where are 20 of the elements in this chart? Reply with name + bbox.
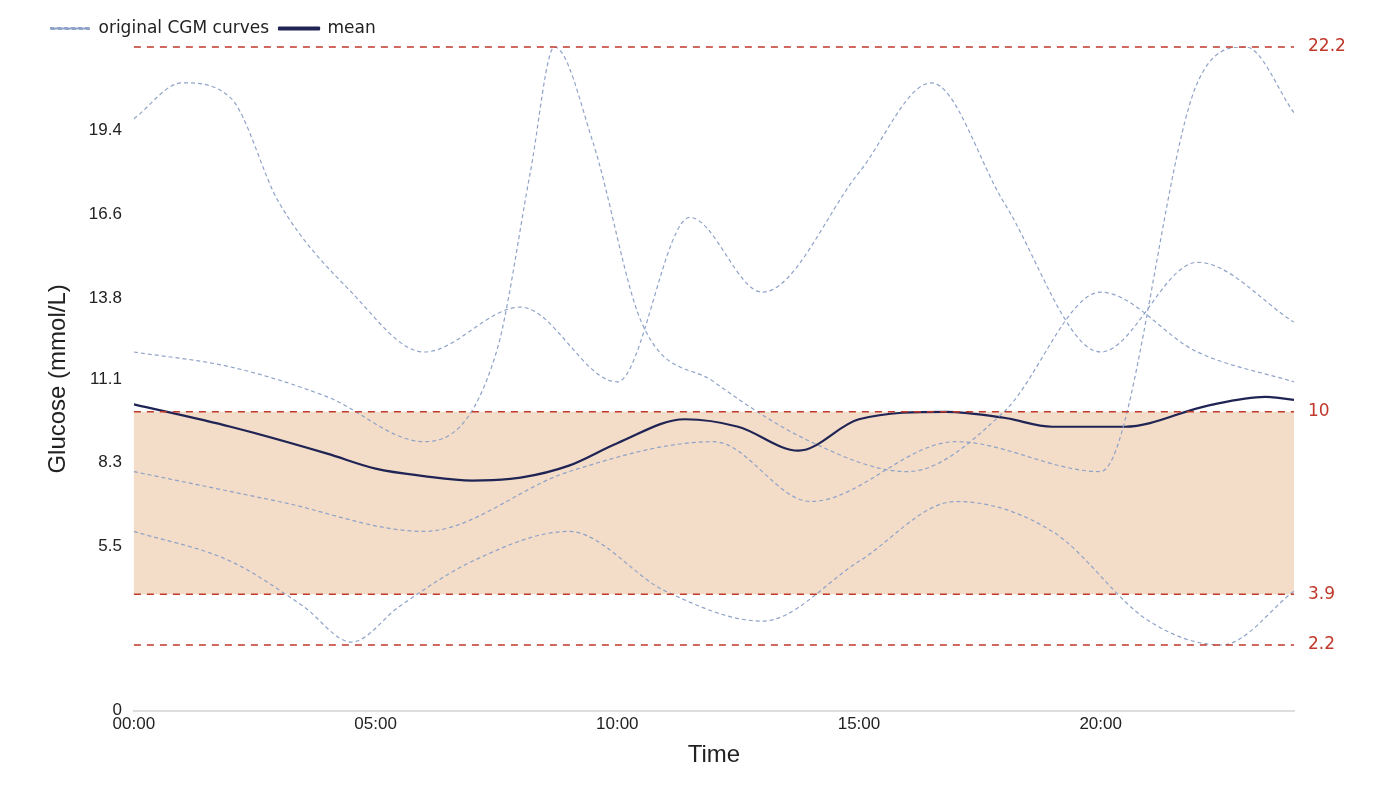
line-series xyxy=(133,395,1294,482)
ref-line-label: 10 xyxy=(1308,400,1330,421)
x-tick-label: 20:00 xyxy=(1079,713,1122,733)
y-tick-label: 19.4 xyxy=(88,120,122,140)
line-series xyxy=(133,500,1294,646)
x-axis-title: Time xyxy=(687,740,741,768)
legend-label: mean xyxy=(327,16,376,37)
y-tick-label: 16.6 xyxy=(88,204,122,224)
y-axis-title: Glucose (mmol/L) xyxy=(43,284,71,474)
y-tick-label: 5.5 xyxy=(98,536,122,556)
y-tick-label: 11.1 xyxy=(90,368,122,388)
ref-line-label: 22.2 xyxy=(1308,35,1346,56)
ref-line-label: 3.9 xyxy=(1308,582,1336,603)
y-tick-label: 8.3 xyxy=(98,452,122,472)
x-tick-label: 05:00 xyxy=(354,713,397,733)
legend-label: original CGM curves xyxy=(98,16,270,37)
x-tick-label: 10:00 xyxy=(595,713,639,733)
x-tick-label: 15:00 xyxy=(837,713,881,733)
ref-line-label: 2.2 xyxy=(1308,633,1336,654)
y-tick-label: 13.8 xyxy=(88,287,122,307)
